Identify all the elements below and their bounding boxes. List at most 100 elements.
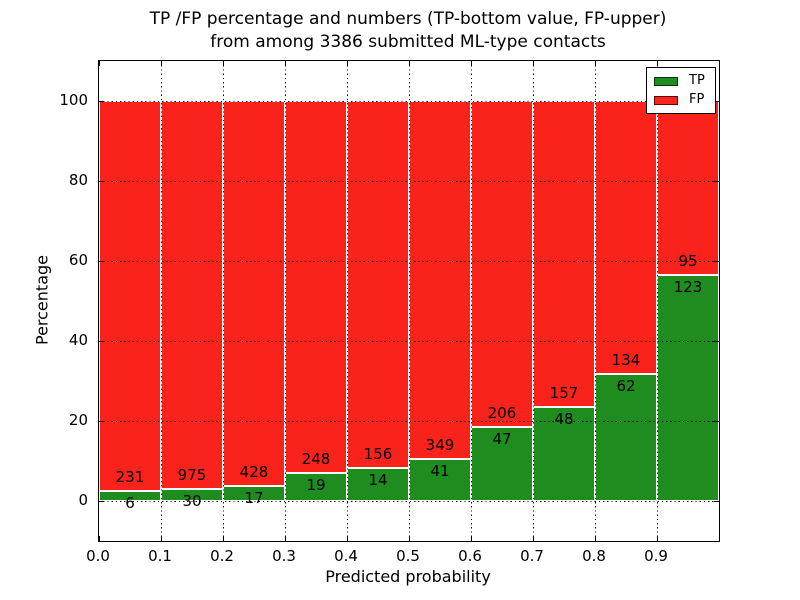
- x-gridline: [346, 61, 348, 541]
- y-gridline: [99, 340, 719, 342]
- tp-count-label: 41: [430, 461, 450, 480]
- tp-count-label: 14: [368, 471, 388, 490]
- tp-swatch: [654, 76, 678, 86]
- x-gridline: [222, 61, 224, 541]
- x-gridline: [284, 61, 286, 541]
- x-gridline: [160, 61, 162, 541]
- x-tick-label: 0.7: [520, 547, 544, 565]
- tp-bar-segment: [409, 458, 471, 501]
- legend-label: TP: [689, 73, 705, 88]
- fp-bar-segment: [223, 101, 285, 486]
- y-tick-label: 40: [68, 331, 88, 349]
- y-tick-mark: [99, 260, 104, 262]
- fp-bar-segment: [595, 101, 657, 375]
- y-tick-mark: [99, 340, 104, 342]
- y-gridline: [99, 420, 719, 422]
- fp-bar-segment: [285, 101, 347, 473]
- chart-title-line1: TP /FP percentage and numbers (TP-bottom…: [149, 9, 667, 29]
- x-tick-label: 0.5: [396, 547, 420, 565]
- y-tick-mark: [714, 260, 719, 262]
- x-tick-label: 0.1: [148, 547, 172, 565]
- y-tick-label: 60: [68, 251, 88, 269]
- legend-item-fp: FP: [654, 93, 708, 107]
- x-tick-label: 0.4: [334, 547, 358, 565]
- tp-bar-segment: [657, 275, 719, 501]
- bar-stack: 134 62: [595, 101, 657, 501]
- fp-count-label: 157: [549, 384, 579, 403]
- x-gridline: [532, 61, 534, 541]
- legend-item-tp: TP: [654, 74, 708, 88]
- fp-count-label: 349: [425, 435, 455, 454]
- y-tick-label: 20: [68, 411, 88, 429]
- tp-count-label: 48: [554, 410, 574, 429]
- tp-count-label: 30: [182, 492, 202, 511]
- x-tick-mark: [532, 536, 534, 541]
- tp-bar-segment: [595, 374, 657, 501]
- chart-title: TP /FP percentage and numbers (TP-bottom…: [58, 8, 758, 54]
- x-tick-label: 0.8: [582, 547, 606, 565]
- fp-bar-segment: [99, 101, 161, 491]
- x-tick-mark: [160, 61, 162, 66]
- x-tick-label: 0.3: [272, 547, 296, 565]
- x-tick-mark: [346, 61, 348, 66]
- x-gridline: [594, 61, 596, 541]
- tp-count-label: 47: [492, 429, 512, 448]
- y-tick-mark: [99, 500, 104, 502]
- x-tick-mark: [222, 61, 224, 66]
- y-gridline: [99, 500, 719, 502]
- legend: TP FP: [646, 67, 716, 114]
- fp-count-label: 206: [487, 403, 517, 422]
- y-tick-mark: [99, 180, 104, 182]
- y-tick-mark: [714, 420, 719, 422]
- y-tick-label: 0: [78, 491, 88, 509]
- x-tick-label: 0.9: [644, 547, 668, 565]
- bar-stack: 248 19: [285, 101, 347, 501]
- x-tick-mark: [594, 61, 596, 66]
- tp-count-label: 123: [673, 278, 703, 297]
- y-tick-mark: [714, 180, 719, 182]
- x-tick-mark: [284, 536, 286, 541]
- fp-count-label: 248: [301, 449, 331, 468]
- x-tick-mark: [470, 61, 472, 66]
- tp-bar-segment: [471, 426, 533, 501]
- chart-title-line2: from among 3386 submitted ML-type contac…: [210, 32, 606, 52]
- x-gridline: [656, 61, 658, 541]
- y-tick-mark: [99, 100, 104, 102]
- tp-count-label: 62: [616, 377, 636, 396]
- x-tick-label: 0.2: [210, 547, 234, 565]
- fp-count-label: 975: [177, 466, 207, 485]
- fp-swatch: [654, 95, 678, 105]
- x-tick-mark: [532, 61, 534, 66]
- x-tick-mark: [408, 536, 410, 541]
- y-gridline: [99, 100, 719, 102]
- y-gridline: [99, 180, 719, 182]
- bar-stack: 349 41: [409, 101, 471, 501]
- fp-bar-segment: [471, 101, 533, 427]
- y-gridline: [99, 260, 719, 262]
- x-tick-mark: [160, 536, 162, 541]
- y-tick-mark: [99, 420, 104, 422]
- fp-count-label: 95: [678, 252, 698, 271]
- y-tick-mark: [714, 340, 719, 342]
- x-tick-mark: [594, 536, 596, 541]
- x-tick-label: 0.0: [86, 547, 110, 565]
- x-axis-label: Predicted probability: [325, 567, 491, 586]
- x-tick-label: 0.6: [458, 547, 482, 565]
- bar-stack: 231 6: [99, 101, 161, 512]
- bar-stack: 157 48: [533, 101, 595, 501]
- fp-bar-segment: [657, 101, 719, 276]
- tp-bar-segment: [285, 472, 347, 501]
- x-tick-mark: [284, 61, 286, 66]
- plot-area: TP FP 231 6 975 30 428 17 248 19 156 14 349 41 206 47 1…: [98, 60, 720, 542]
- legend-label: FP: [689, 92, 705, 107]
- bar-stack: 975 30: [161, 101, 223, 510]
- y-tick-mark: [714, 100, 719, 102]
- fp-bar-segment: [161, 101, 223, 490]
- fp-count-label: 134: [611, 351, 641, 370]
- x-tick-mark: [98, 61, 100, 66]
- x-gridline: [408, 61, 410, 541]
- fp-bar-segment: [533, 101, 595, 408]
- x-tick-mark: [656, 536, 658, 541]
- bar-stack: 206 47: [471, 101, 533, 501]
